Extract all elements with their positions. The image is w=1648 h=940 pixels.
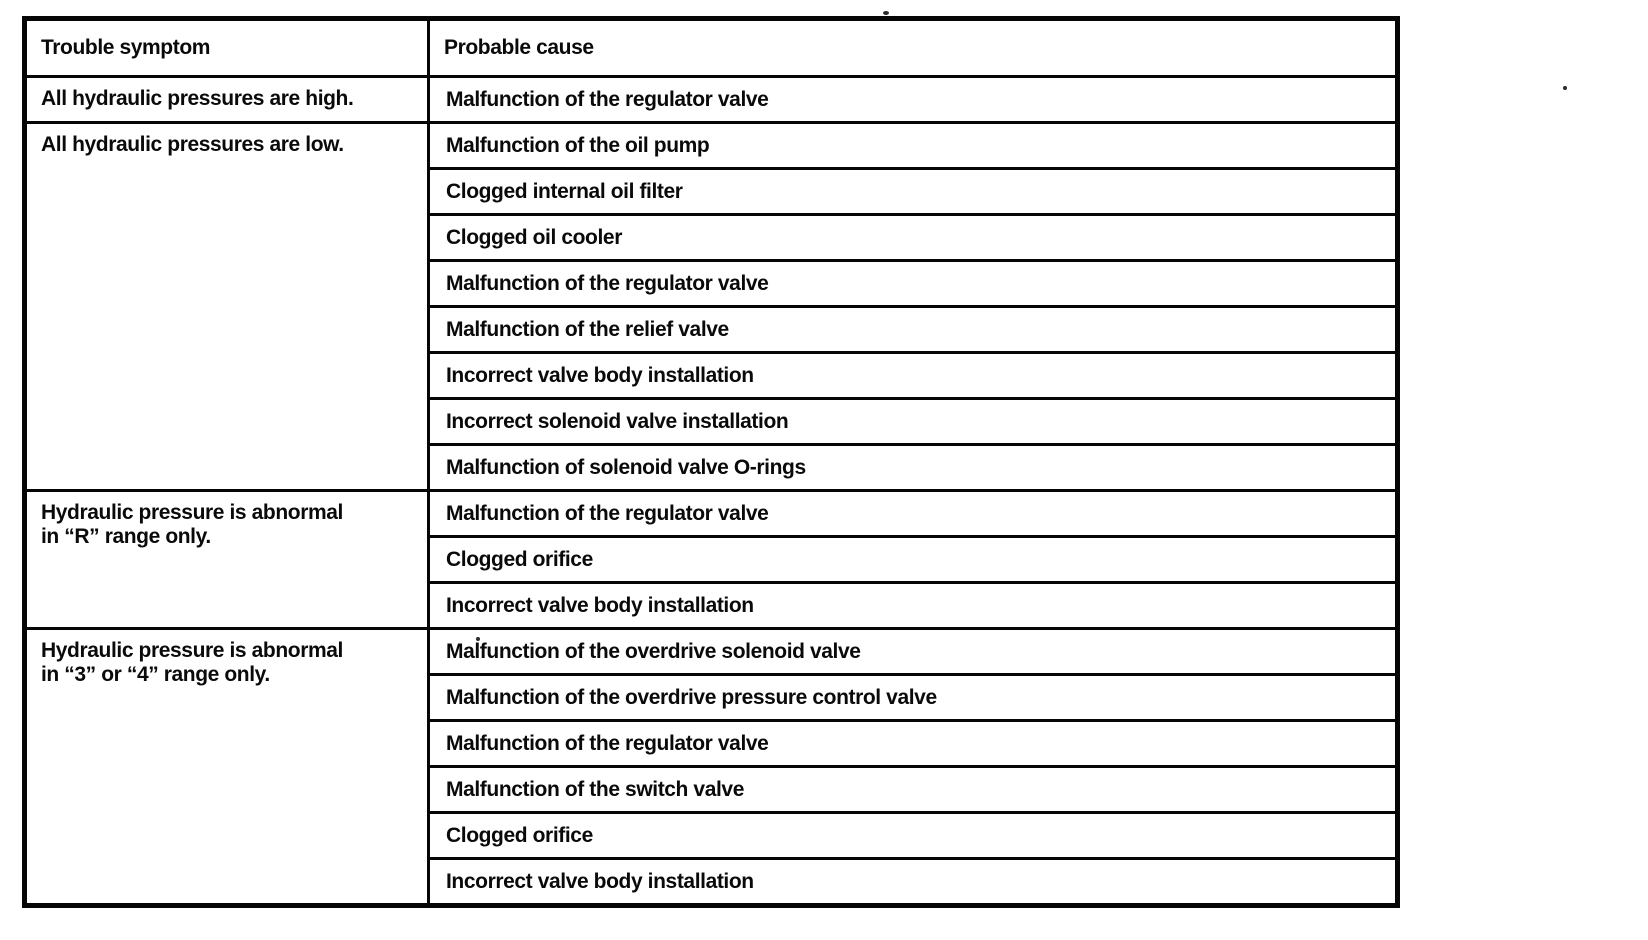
column-header-probable-cause: Probable cause xyxy=(430,21,1395,75)
cause-cell: Incorrect valve body installation xyxy=(430,354,1395,397)
cause-cell: Incorrect valve body installation xyxy=(430,584,1395,627)
cause-cell: Malfunction of the regulator valve xyxy=(430,492,1395,535)
cause-cell: Malfunction of the switch valve xyxy=(430,768,1395,811)
cause-cell: Malfunction of the regulator valve xyxy=(430,78,1395,121)
cause-cell: Malfunction of solenoid valve O-rings xyxy=(430,446,1395,489)
cause-cell: Incorrect valve body installation xyxy=(430,860,1395,903)
cause-cell: Clogged internal oil filter xyxy=(430,170,1395,213)
scan-artifact-dot xyxy=(1563,86,1567,90)
scan-artifact-dot xyxy=(476,637,480,641)
symptom-cell: Hydraulic pressure is abnormal in “3” or… xyxy=(27,630,427,903)
cause-cell: Malfunction of the overdrive solenoid va… xyxy=(430,630,1395,673)
troubleshooting-table: Trouble symptom Probable cause All hydra… xyxy=(22,16,1400,908)
column-header-trouble-symptom: Trouble symptom xyxy=(27,21,427,75)
cause-cell: Incorrect solenoid valve installation xyxy=(430,400,1395,443)
cause-cell: Malfunction of the oil pump xyxy=(430,124,1395,167)
cause-cell: Clogged orifice xyxy=(430,814,1395,857)
cause-cell: Malfunction of the regulator valve xyxy=(430,262,1395,305)
cause-cell: Malfunction of the overdrive pressure co… xyxy=(430,676,1395,719)
symptom-cell: All hydraulic pressures are high. xyxy=(27,78,427,121)
cause-cell: Clogged orifice xyxy=(430,538,1395,581)
cause-cell: Malfunction of the regulator valve xyxy=(430,722,1395,765)
symptom-cell: All hydraulic pressures are low. xyxy=(27,124,427,489)
scan-artifact-dot xyxy=(883,11,889,15)
cause-cell: Clogged oil cooler xyxy=(430,216,1395,259)
cause-cell: Malfunction of the relief valve xyxy=(430,308,1395,351)
symptom-cell: Hydraulic pressure is abnormal in “R” ra… xyxy=(27,492,427,627)
